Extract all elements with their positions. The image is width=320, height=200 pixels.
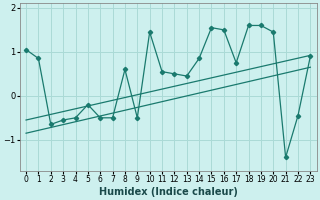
X-axis label: Humidex (Indice chaleur): Humidex (Indice chaleur) <box>99 187 238 197</box>
